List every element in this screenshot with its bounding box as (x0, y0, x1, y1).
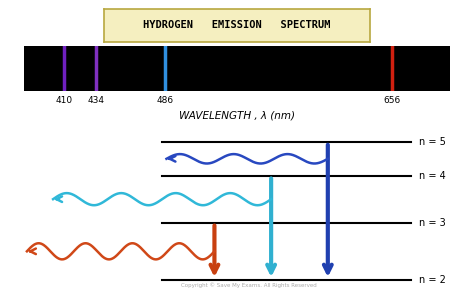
Text: WAVELENGTH , λ (nm): WAVELENGTH , λ (nm) (179, 110, 295, 120)
Text: 656: 656 (383, 96, 400, 105)
Text: 410: 410 (55, 96, 72, 105)
Text: HYDROGEN   EMISSION   SPECTRUM: HYDROGEN EMISSION SPECTRUM (143, 20, 331, 30)
Text: n = 4: n = 4 (419, 171, 446, 181)
Text: n = 5: n = 5 (419, 137, 446, 147)
Text: Copyright © Save My Exams. All Rights Reserved: Copyright © Save My Exams. All Rights Re… (182, 283, 317, 288)
Text: n = 3: n = 3 (419, 218, 446, 228)
Text: n = 2: n = 2 (419, 275, 446, 285)
Text: 434: 434 (87, 96, 104, 105)
Text: 486: 486 (156, 96, 173, 105)
